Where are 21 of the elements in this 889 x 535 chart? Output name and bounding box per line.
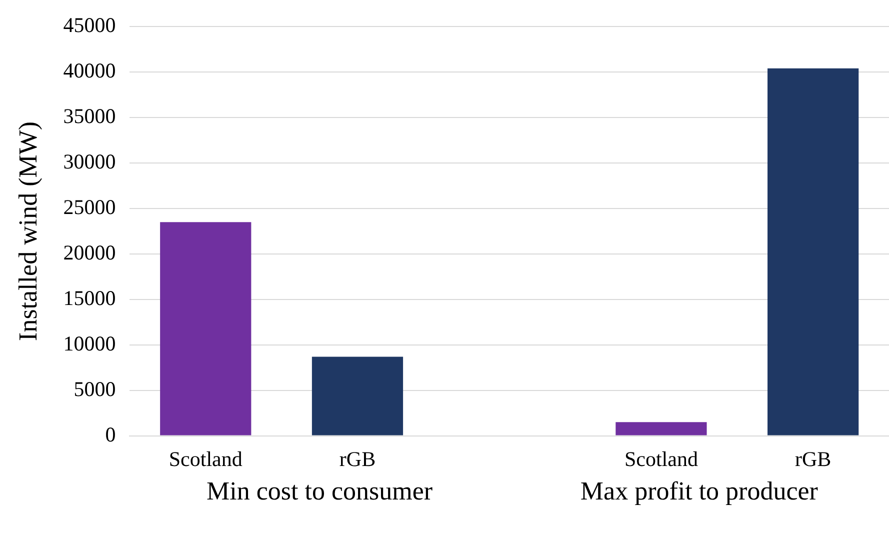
text: Min cost to consumer bbox=[206, 476, 433, 506]
y-tick-label: 40000 bbox=[63, 58, 116, 83]
x-tick-label: rGB bbox=[794, 446, 832, 471]
y-axis-title: Installed wind (MW) bbox=[13, 121, 42, 341]
y-tick-label: 15000 bbox=[63, 286, 116, 310]
y-tick-label: 35000 bbox=[63, 104, 116, 128]
x-tick-label: Scotland bbox=[168, 446, 243, 471]
bar bbox=[160, 222, 252, 436]
y-tick-label: 30000 bbox=[63, 150, 116, 174]
bar bbox=[312, 356, 404, 436]
y-tick-label: 10000 bbox=[63, 331, 116, 356]
y-tick-label: 5000 bbox=[74, 376, 116, 401]
y-tick-label: 45000 bbox=[63, 13, 116, 38]
x-tick-label: Scotland bbox=[624, 446, 698, 471]
text: Max profit to producer bbox=[580, 476, 818, 506]
bar bbox=[616, 422, 707, 436]
y-tick-label: 20000 bbox=[63, 240, 116, 264]
y-tick-label: 0 bbox=[105, 422, 116, 446]
y-tick-label: 25000 bbox=[63, 194, 116, 219]
x-tick-label: rGB bbox=[339, 446, 376, 471]
bar bbox=[768, 68, 859, 436]
